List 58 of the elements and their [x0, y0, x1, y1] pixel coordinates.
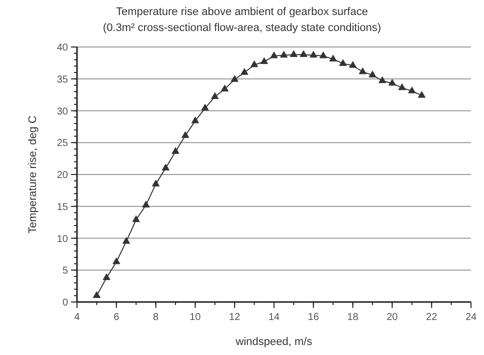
- point: [92, 291, 101, 298]
- y-tick-label: 15: [56, 202, 68, 213]
- point: [290, 50, 298, 57]
- point: [112, 257, 120, 264]
- y-tick-label: 0: [62, 298, 68, 308]
- y-tick-label: 30: [56, 106, 68, 118]
- point: [398, 83, 406, 90]
- chart-subtitle: (0.3m² cross-sectional flow-area, steady state conditions): [102, 22, 382, 34]
- point: [368, 70, 376, 78]
- y-tick-label: 35: [56, 74, 68, 86]
- point: [230, 75, 238, 82]
- point: [329, 54, 337, 62]
- x-tick-label: 16: [308, 312, 320, 323]
- point: [310, 50, 318, 58]
- x-tick-label: 10: [190, 312, 202, 323]
- point: [152, 180, 160, 186]
- x-tick-label: 4: [74, 312, 80, 323]
- x-tick-label: 6: [114, 312, 120, 323]
- point: [172, 147, 180, 154]
- x-tick-label: 12: [229, 312, 241, 323]
- y-tick-label: 5: [62, 266, 68, 277]
- point: [260, 57, 268, 64]
- point: [408, 86, 416, 94]
- point: [182, 131, 190, 138]
- point: [300, 50, 308, 57]
- y-tick-label: 25: [56, 138, 68, 150]
- point: [280, 50, 288, 58]
- point: [142, 200, 150, 208]
- y-tick-label: 40: [56, 42, 68, 54]
- point: [270, 52, 278, 58]
- x-tick-label: 8: [153, 312, 160, 323]
- point: [319, 52, 328, 58]
- point: [240, 68, 248, 75]
- point: [162, 164, 170, 170]
- x-tick-label: 24: [465, 312, 477, 323]
- point: [220, 84, 229, 92]
- point: [339, 59, 347, 66]
- x-tick-label: 20: [386, 312, 398, 323]
- y-tick-label: 10: [56, 234, 68, 245]
- x-tick-label: 18: [347, 312, 359, 323]
- point: [122, 237, 130, 244]
- point: [378, 76, 386, 84]
- y-tick-label: 20: [56, 170, 68, 181]
- point: [211, 92, 219, 100]
- point: [201, 104, 209, 111]
- point: [388, 78, 396, 86]
- chart-title: Temperature rise above ambient of gearbox surface: [116, 6, 368, 18]
- point: [358, 68, 366, 74]
- point: [102, 273, 110, 280]
- x-tick-label: 14: [268, 312, 280, 323]
- point: [418, 91, 426, 98]
- x-tick-label: 22: [426, 312, 438, 323]
- point: [132, 215, 140, 222]
- x-axis-title: windspeed, m/s: [234, 336, 313, 348]
- point: [191, 116, 200, 124]
- point: [348, 61, 357, 68]
- y-axis-title: Temperature rise, deg C: [27, 115, 39, 234]
- point: [250, 60, 258, 68]
